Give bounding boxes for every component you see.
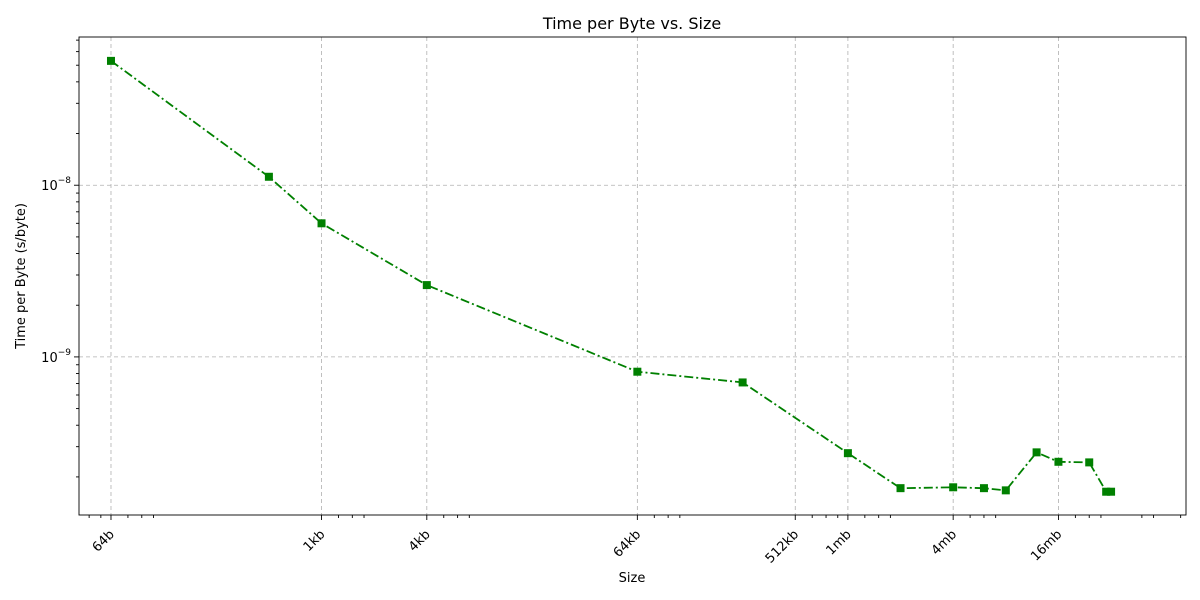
chart-title: Time per Byte vs. Size — [542, 14, 721, 33]
x-tick-label: 1kb — [301, 527, 329, 555]
minor-ticks — [76, 39, 1182, 518]
x-tick-label: 64kb — [611, 527, 644, 560]
data-point-marker — [1085, 458, 1094, 467]
data-point-marker — [1107, 487, 1116, 496]
data-point-marker — [633, 367, 642, 376]
data-point-marker — [738, 378, 747, 387]
data-point-marker — [317, 219, 326, 228]
data-point-marker — [264, 172, 273, 181]
data-series — [106, 56, 1116, 496]
data-point-marker — [1001, 486, 1010, 495]
series-line — [110, 60, 1112, 493]
x-axis-label: Size — [619, 571, 646, 586]
data-point-marker — [106, 56, 115, 65]
data-point-marker — [979, 484, 988, 493]
x-tick-label: 4kb — [406, 527, 434, 555]
data-point-marker — [949, 483, 958, 492]
y-axis-label: Time per Byte (s/byte) — [14, 203, 29, 350]
y-tick-label: 10−9 — [41, 348, 71, 366]
y-tick-label: 10−8 — [41, 176, 71, 194]
plot-frame — [78, 36, 1187, 516]
x-tick-label: 1mb — [823, 527, 854, 558]
data-point-marker — [896, 484, 905, 493]
major-ticks: 64b 1kb 4kb 64kb 512kb 1mb 4mb 16mb 10−9 10−8 — [41, 176, 1065, 566]
x-tick-label: 64b — [90, 527, 118, 555]
data-point-marker — [1102, 487, 1111, 496]
data-point-marker — [1054, 457, 1063, 466]
data-point-marker — [1032, 448, 1041, 457]
x-tick-label: 512kb — [763, 527, 802, 566]
grid-lines — [79, 37, 1186, 515]
data-point-marker — [843, 449, 852, 458]
x-tick-label: 4mb — [929, 527, 960, 558]
data-point-marker — [422, 281, 431, 290]
x-tick-label: 16mb — [1028, 527, 1065, 564]
